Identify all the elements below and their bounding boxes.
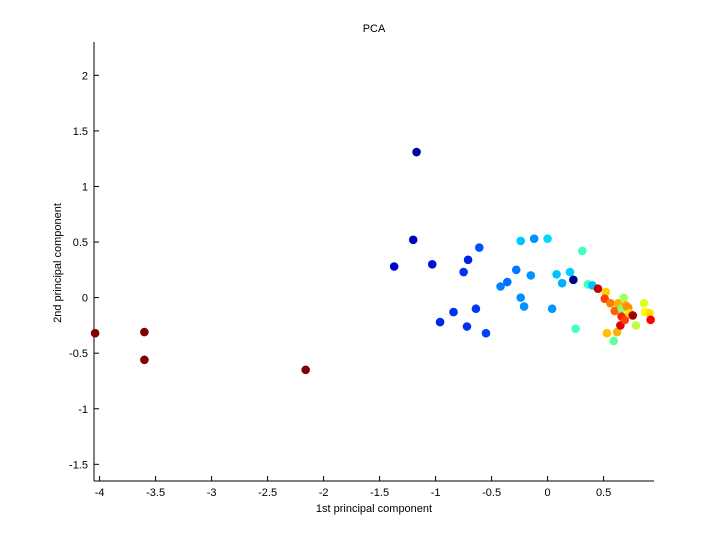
data-point [90, 328, 100, 338]
data-point [619, 293, 629, 302]
chart-title: PCA [363, 23, 386, 35]
data-point [645, 308, 654, 318]
data-point [462, 322, 472, 331]
data-point [511, 265, 521, 275]
data-point [620, 315, 630, 325]
data-point [471, 304, 481, 314]
data-point [529, 234, 539, 244]
x-axis-title: 1st principal component [316, 503, 432, 515]
data-point [496, 282, 505, 291]
data-point [427, 259, 437, 269]
data-point [463, 255, 473, 265]
data-point [593, 284, 603, 294]
data-point [519, 302, 529, 311]
data-point [610, 306, 620, 316]
data-point [646, 315, 655, 325]
data-point [301, 365, 310, 375]
data-point [516, 293, 526, 302]
x-tick-label: 0 [545, 487, 551, 499]
data-point [140, 327, 149, 337]
data-point [639, 298, 649, 308]
data-point [412, 147, 421, 157]
y-axis-title: 2nd principal component [52, 203, 64, 323]
y-tick-label: 0.5 [73, 237, 88, 249]
x-tick-label: -0.5 [482, 487, 501, 499]
data-point [602, 328, 612, 338]
data-point [552, 269, 561, 279]
y-tick-label: 1 [82, 181, 88, 193]
data-point [571, 324, 580, 334]
axes: -4 -3.5 -3 -2.5 -2 -1.5 -1 -0.5 0 0.5 -1.5 -1 -0.5 0 0… [69, 42, 654, 499]
data-point [612, 327, 622, 337]
x-tick-label: -4 [95, 487, 105, 499]
data-points [90, 147, 655, 375]
y-tick-label: 2 [82, 70, 88, 82]
x-tick-label: -3 [207, 487, 217, 499]
y-tick-label: -0.5 [69, 348, 88, 360]
data-point [557, 278, 567, 288]
x-tick-label: -2.5 [258, 487, 277, 499]
data-point [601, 287, 611, 297]
data-point [140, 355, 149, 365]
data-point [578, 246, 587, 256]
y-tick-label: -1 [78, 404, 88, 416]
data-point [389, 262, 399, 271]
y-tick-label: 0 [82, 293, 88, 305]
data-point [631, 321, 641, 330]
x-tick-label: -3.5 [146, 487, 165, 499]
data-point [606, 298, 615, 308]
x-tick-label: 0.5 [596, 487, 611, 499]
y-tick-label: 1.5 [73, 126, 88, 138]
x-tick-label: -2 [319, 487, 329, 499]
data-point [565, 267, 575, 277]
data-point [502, 277, 512, 287]
data-point [474, 243, 484, 252]
x-tick-label: -1.5 [370, 487, 389, 499]
data-point [543, 234, 552, 244]
data-point [628, 311, 638, 320]
y-tick-label: -1.5 [69, 459, 88, 471]
data-point [516, 236, 526, 246]
data-point [435, 317, 445, 327]
x-tick-label: -1 [431, 487, 441, 499]
data-point [609, 336, 618, 346]
data-point [459, 267, 468, 277]
data-point [547, 304, 557, 314]
data-point [408, 235, 418, 245]
data-point [526, 271, 536, 280]
data-point [569, 275, 578, 285]
data-point [481, 328, 491, 338]
data-point [449, 307, 458, 317]
